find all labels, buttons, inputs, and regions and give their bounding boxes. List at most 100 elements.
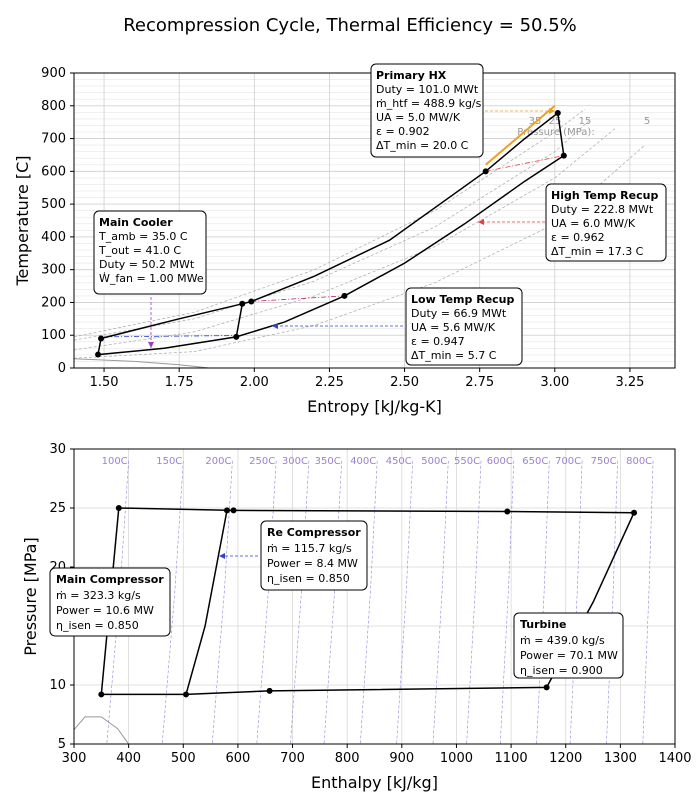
isotherm-line — [642, 460, 654, 745]
x-tick-label: 1300 — [604, 751, 637, 766]
primary-hx-title: Primary HX — [376, 69, 447, 82]
state-point — [482, 168, 489, 175]
state-point — [233, 333, 240, 340]
annotation-arrow-head — [219, 553, 225, 559]
annotation-arrow-head — [272, 323, 278, 329]
y-tick-label: 0 — [58, 361, 66, 376]
x-tick-label: 3.25 — [615, 375, 644, 390]
state-point — [248, 298, 255, 305]
re-compressor-line: Power = 8.4 MW — [267, 557, 358, 570]
y-axis-label: Pressure [MPa] — [21, 537, 40, 655]
annotation-arrow-head — [148, 342, 154, 348]
saturation-dome — [73, 716, 130, 745]
x-tick-label: 1100 — [495, 751, 528, 766]
isotherm-label: 650C — [522, 456, 548, 467]
main-compressor-title: Main Compressor — [56, 573, 164, 586]
isobar-line — [73, 128, 616, 351]
isotherm-label: 600C — [487, 456, 513, 467]
main-cooler-line: T_out = 41.0 C — [98, 244, 181, 257]
primary-hx-line: ΔT_min = 20.0 C — [376, 139, 469, 152]
y-tick-label: 300 — [41, 263, 66, 278]
state-point — [98, 691, 105, 698]
state-point — [223, 507, 230, 514]
x-tick-label: 2.00 — [240, 375, 269, 390]
isotherm-label: 550C — [454, 456, 480, 467]
isotherm-line — [360, 460, 378, 745]
high-temp-recup-line: Duty = 222.8 MWt — [551, 203, 654, 216]
isobar-line — [73, 144, 646, 359]
isotherm-line — [256, 460, 277, 745]
annotation-arrow-head — [478, 219, 484, 225]
x-tick-label: 500 — [171, 751, 196, 766]
isotherm-label: 150C — [156, 456, 182, 467]
high-temp-recup-line: UA = 6.0 MW/K — [551, 217, 636, 230]
isobar-label: 5 — [644, 116, 650, 127]
isotherm-line — [466, 460, 482, 745]
re-compressor-box — [260, 520, 368, 591]
state-point — [183, 691, 190, 698]
y-tick-label: 10 — [49, 678, 66, 693]
isotherm-label: 250C — [249, 456, 275, 467]
x-tick-label: 2.75 — [465, 375, 494, 390]
state-point — [230, 507, 237, 514]
primary-hx-line: UA = 5.0 MW/K — [376, 111, 461, 124]
x-tick-label: 700 — [280, 751, 305, 766]
state-point — [115, 505, 122, 511]
recompress-line — [185, 510, 228, 695]
x-tick-label: 1.50 — [90, 375, 119, 390]
turbine-line: η_isen = 0.900 — [520, 664, 603, 677]
x-tick-label: 600 — [225, 751, 250, 766]
main-cooler-title: Main Cooler — [99, 216, 173, 229]
low-temp-recup-line: ε = 0.947 — [411, 335, 465, 348]
y-tick-label: 600 — [41, 164, 66, 179]
x-tick-label: 3.00 — [540, 375, 569, 390]
turbine-box — [513, 612, 624, 679]
isotherm-line — [161, 460, 184, 745]
isotherm-label: 300C — [282, 456, 308, 467]
state-point — [504, 508, 511, 515]
x-tick-label: 300 — [62, 751, 87, 766]
isotherm-label: 400C — [350, 456, 376, 467]
y-tick-label: 500 — [41, 197, 66, 212]
state-point — [98, 335, 105, 342]
re-compressor-line: η_isen = 0.850 — [267, 572, 350, 585]
isotherm-line — [396, 460, 413, 745]
x-tick-label: 900 — [389, 751, 414, 766]
chart-title: Recompression Cycle, Thermal Efficiency … — [123, 15, 577, 36]
cooler-hx-line — [104, 335, 237, 338]
low-temp-recup-line: ΔT_min = 5.7 C — [411, 349, 497, 362]
y-tick-label: 900 — [41, 66, 66, 81]
isotherm-line — [323, 460, 342, 745]
annotation-arrow-head — [549, 108, 555, 114]
x-tick-label: 1.75 — [165, 375, 194, 390]
re-compressor-line: ṁ = 115.7 kg/s — [267, 542, 352, 555]
x-tick-label: 1400 — [658, 751, 691, 766]
x-axis-label: Enthalpy [kJ/kg] — [311, 773, 438, 792]
isotherm-label: 750C — [591, 456, 617, 467]
isotherm-line — [211, 460, 233, 745]
y-tick-label: 800 — [41, 99, 66, 114]
isotherm-label: 800C — [626, 456, 652, 467]
y-tick-label: 700 — [41, 132, 66, 147]
y-tick-label: 200 — [41, 295, 66, 310]
high-temp-recup-box — [545, 183, 667, 262]
isobar-label: 15 — [579, 116, 592, 127]
main-compressor-line: Power = 10.6 MW — [56, 604, 154, 617]
state-point — [543, 684, 550, 691]
y-tick-label: 400 — [41, 230, 66, 245]
state-point — [631, 509, 638, 516]
low-temp-recup-title: Low Temp Recup — [411, 293, 515, 306]
state-point — [554, 109, 561, 116]
main-cooler-box — [93, 210, 207, 295]
isotherm-line — [569, 460, 583, 745]
x-tick-label: 1000 — [440, 751, 473, 766]
saturation-dome — [73, 358, 210, 369]
high-temp-recup-line: ΔT_min = 17.3 C — [551, 245, 644, 258]
low-temp-recup-line: Duty = 66.9 MWt — [411, 307, 507, 320]
high-temp-recup-line: ε = 0.962 — [551, 231, 605, 244]
main-cooler-line: Ẇ_fan = 1.00 MWe — [99, 272, 204, 285]
isotherm-line — [290, 460, 310, 745]
